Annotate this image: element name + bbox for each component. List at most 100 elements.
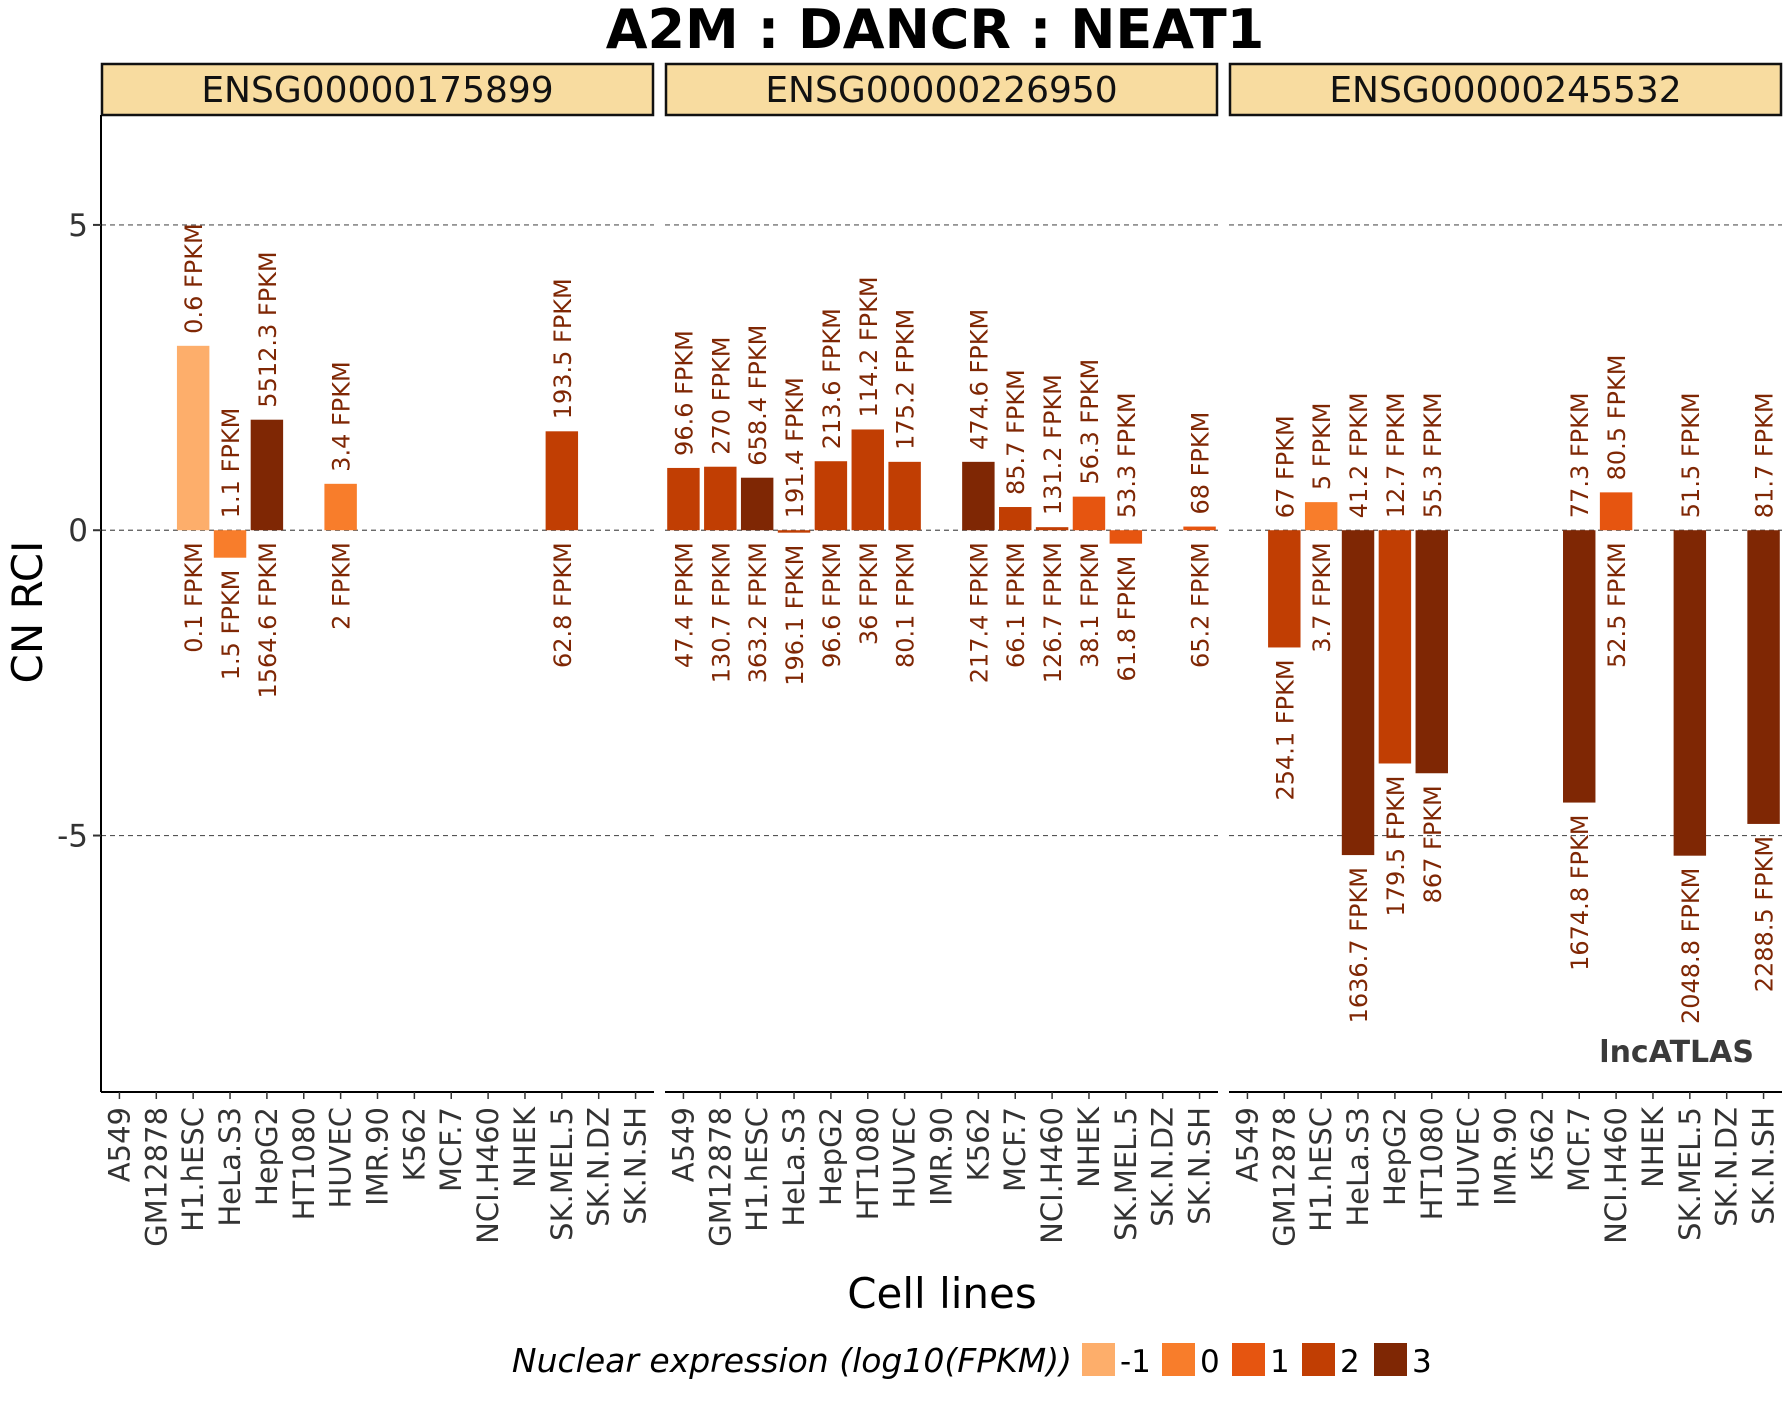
bar: [545, 431, 579, 531]
x-tick-label: HUVEC: [1452, 1107, 1486, 1208]
facet-strip: [664, 62, 1219, 117]
x-tick-label: IMR.90: [925, 1107, 959, 1206]
legend: Nuclear expression (log10(FPKM)) -1 0 1 2 3: [512, 1341, 1432, 1380]
x-tick-label: H1.hESC: [740, 1107, 774, 1232]
bar-label-negative: 62.8 FPKM: [549, 542, 577, 668]
bar-label-negative: 66.1 FPKM: [1002, 542, 1030, 668]
bar: [324, 483, 357, 531]
bar: [250, 419, 284, 531]
bar-label-positive: 1.1 FPKM: [217, 408, 245, 519]
bar-label-positive: 67 FPKM: [1271, 415, 1299, 518]
legend-title: Nuclear expression (log10(FPKM)): [512, 1341, 1072, 1380]
watermark-text: lncATLAS: [1599, 1035, 1754, 1070]
legend-label: 3: [1412, 1344, 1432, 1380]
bar-label-negative: 65.2 FPKM: [1187, 542, 1215, 668]
bar-label-negative: 1674.8 FPKM: [1566, 815, 1594, 971]
bar: [814, 461, 848, 531]
x-tick-label: NCI.H460: [1599, 1107, 1633, 1244]
bar-label-negative: 1.5 FPKM: [217, 570, 245, 681]
bar-label-negative: 363.2 FPKM: [744, 542, 772, 683]
bar-label-positive: 55.3 FPKM: [1419, 392, 1447, 518]
x-tick-label: HT1080: [1415, 1107, 1449, 1220]
bar-label-positive: 3.4 FPKM: [328, 361, 356, 472]
bar-label-positive: 270 FPKM: [707, 337, 735, 455]
bar-label-positive: 658.4 FPKM: [744, 325, 772, 466]
legend-swatch: [1162, 1343, 1195, 1376]
x-tick-label: MCF.7: [998, 1107, 1032, 1192]
x-tick-label: HeLa.S3: [213, 1107, 247, 1227]
bar-label-negative: 196.1 FPKM: [781, 545, 809, 686]
x-tick-label: MCF.7: [434, 1107, 468, 1192]
bar: [667, 467, 700, 531]
x-tick-label: HeLa.S3: [1341, 1107, 1375, 1227]
bar-label-negative: 217.4 FPKM: [965, 542, 993, 683]
bar-label-negative: 38.1 FPKM: [1076, 542, 1104, 668]
x-tick-label: A549: [102, 1107, 136, 1182]
x-tick-label: SK.N.DZ: [582, 1107, 616, 1227]
bar-label-positive: 81.7 FPKM: [1751, 392, 1779, 518]
x-tick-label: K562: [961, 1107, 995, 1181]
x-tick-label: SK.MEL.5: [1109, 1107, 1143, 1241]
bar-label-positive: 213.6 FPKM: [818, 308, 846, 449]
facet-strip: [100, 62, 655, 117]
x-tick-label: SK.MEL.5: [1673, 1107, 1707, 1241]
bar-label-negative: 52.5 FPKM: [1603, 542, 1631, 668]
x-tick-label: SK.N.SH: [1747, 1107, 1781, 1225]
bar-label-negative: 80.1 FPKM: [892, 542, 920, 668]
legend-label: 0: [1200, 1344, 1220, 1380]
bar-label-negative: 1564.6 FPKM: [254, 542, 282, 698]
bar-label-negative: 126.7 FPKM: [1039, 542, 1067, 683]
bar-label-negative: 1636.7 FPKM: [1345, 867, 1373, 1023]
legend-label: 1: [1270, 1344, 1290, 1380]
y-tick-label: 5: [68, 208, 88, 244]
bar-label-negative: 130.7 FPKM: [707, 542, 735, 683]
x-tick-label: SK.N.SH: [1183, 1107, 1217, 1225]
x-tick-label: K562: [1525, 1107, 1559, 1181]
x-tick-label: HUVEC: [324, 1107, 358, 1208]
bar: [1035, 527, 1069, 531]
legend-swatch: [1302, 1343, 1335, 1376]
x-tick-label: H1.hESC: [176, 1107, 210, 1232]
x-tick-label: HT1080: [287, 1107, 321, 1220]
bar-label-positive: 51.5 FPKM: [1677, 392, 1705, 518]
bar: [1341, 530, 1375, 856]
bar: [777, 530, 811, 533]
bar-label-positive: 12.7 FPKM: [1382, 392, 1410, 518]
x-tick-label: NHEK: [1072, 1106, 1106, 1188]
bar: [1268, 530, 1301, 648]
bar: [999, 507, 1032, 531]
bar-label-positive: 5512.3 FPKM: [254, 251, 282, 407]
bar: [962, 461, 995, 531]
bar-label-negative: 96.6 FPKM: [818, 542, 846, 668]
bar-label-positive: 193.5 FPKM: [549, 278, 577, 419]
y-axis-label: CN RCI: [3, 541, 52, 684]
x-axis-label: Cell lines: [847, 1269, 1037, 1318]
legend-swatch: [1232, 1343, 1265, 1376]
bar: [1415, 530, 1448, 774]
facet-strip-label: ENSG00000175899: [201, 70, 553, 111]
bar-label-positive: 131.2 FPKM: [1039, 374, 1067, 515]
legend-swatch: [1082, 1343, 1115, 1376]
bar: [1378, 530, 1412, 764]
bar-label-positive: 53.3 FPKM: [1113, 392, 1141, 518]
x-tick-label: H1.hESC: [1304, 1107, 1338, 1232]
x-tick-label: IMR.90: [361, 1107, 395, 1206]
bar: [1183, 526, 1216, 531]
x-tick-label: SK.N.DZ: [1710, 1107, 1744, 1227]
bar-label-positive: 96.6 FPKM: [670, 330, 698, 456]
bar: [704, 466, 737, 531]
legend-label: 2: [1340, 1344, 1360, 1380]
y-tick-label: 0: [68, 513, 88, 549]
bar-label-positive: 175.2 FPKM: [892, 309, 920, 450]
x-tick-label: HUVEC: [888, 1107, 922, 1208]
bar-label-negative: 0.1 FPKM: [180, 542, 208, 653]
bar-label-negative: 254.1 FPKM: [1271, 659, 1299, 800]
bar-label-positive: 41.2 FPKM: [1345, 392, 1373, 518]
x-tick-label: SK.MEL.5: [545, 1107, 579, 1241]
x-tick-label: K562: [397, 1107, 431, 1181]
bar-label-negative: 3.7 FPKM: [1308, 542, 1336, 653]
facet-panel: ENSG00000245532 A549 GM12878 H1.hESC HeLa.S3…: [1228, 62, 1783, 1247]
x-tick-label: HeLa.S3: [777, 1107, 811, 1227]
bar-label-negative: 61.8 FPKM: [1113, 556, 1141, 682]
